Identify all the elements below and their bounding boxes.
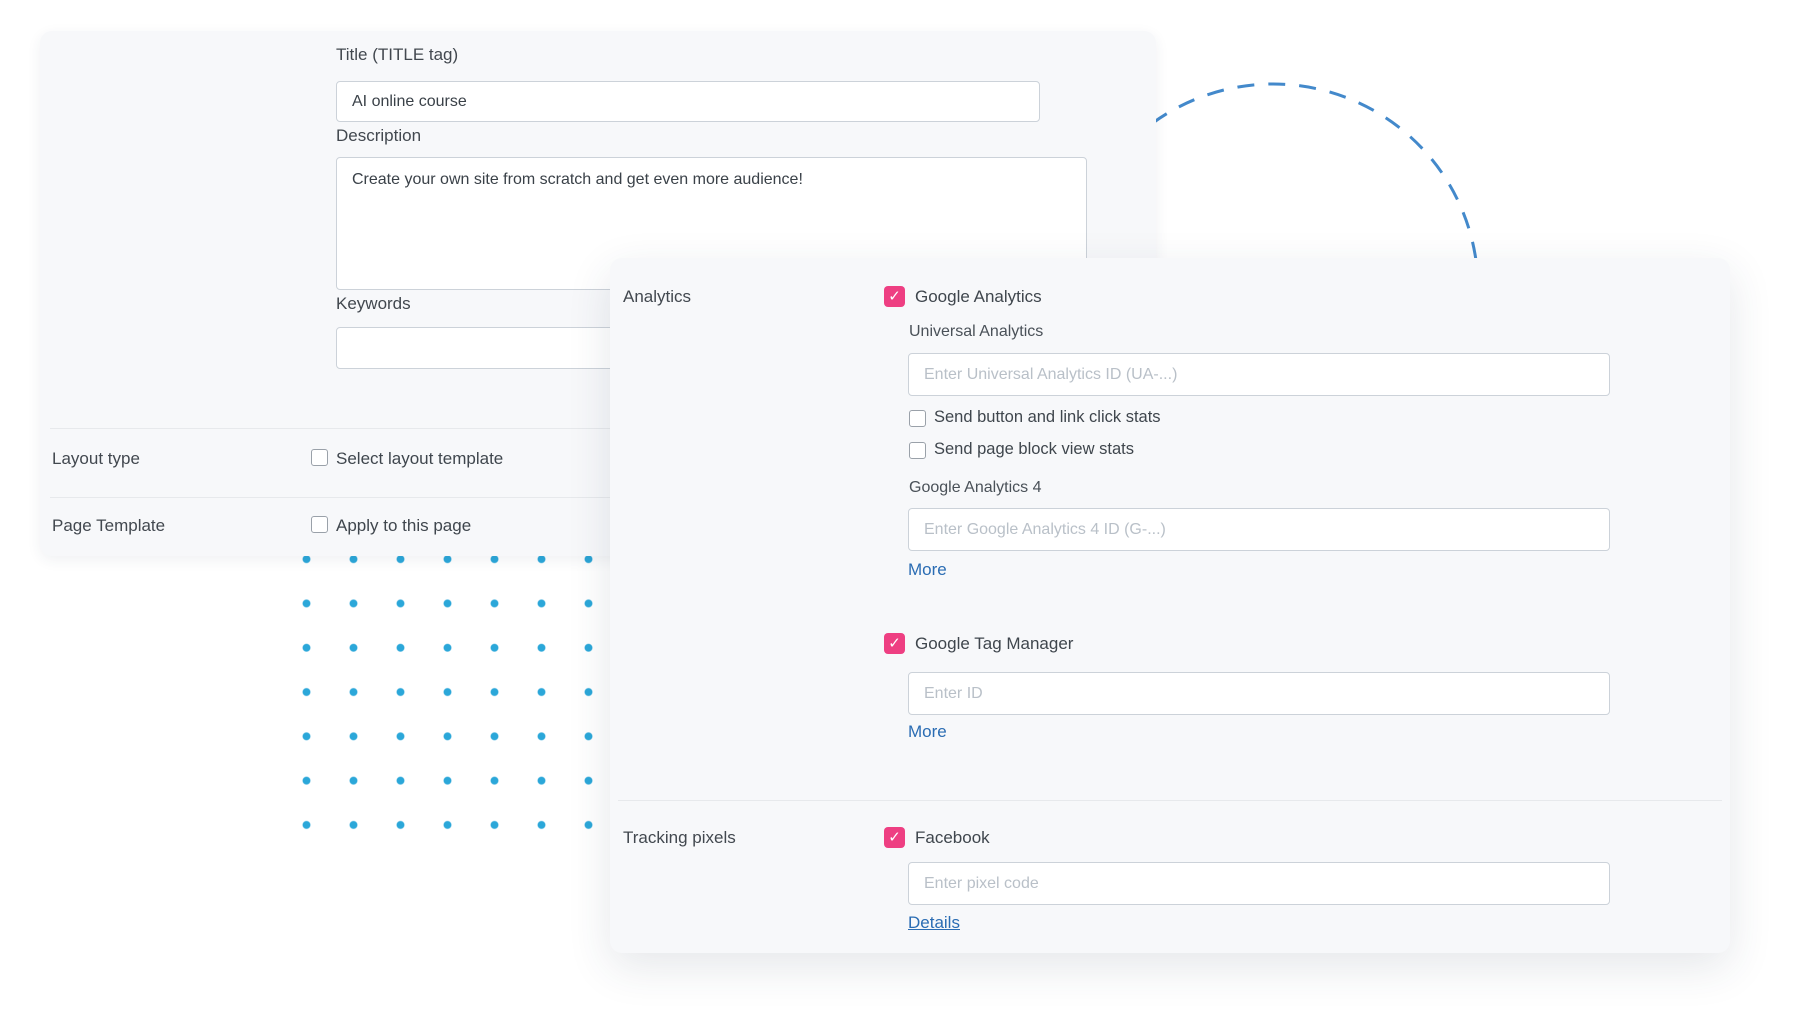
select-layout-template-checkbox[interactable] xyxy=(311,449,328,466)
send-button-click-stats-checkbox[interactable] xyxy=(909,410,926,427)
google-analytics-4-id-input[interactable] xyxy=(908,508,1610,551)
facebook-pixel-details-link[interactable]: Details xyxy=(908,913,960,932)
row-divider xyxy=(50,497,1156,498)
select-layout-template-label: Select layout template xyxy=(336,449,504,468)
analytics-settings-card: Analytics ✓ Google Analytics Universal A… xyxy=(610,258,1730,953)
facebook-pixel-code-input[interactable] xyxy=(908,862,1610,905)
description-label: Description xyxy=(336,126,422,145)
google-analytics-more-link[interactable]: More xyxy=(908,560,947,579)
checkmark-icon: ✓ xyxy=(888,288,901,305)
tag-manager-more-link[interactable]: More xyxy=(908,722,947,741)
facebook-pixel-checkbox[interactable]: ✓ xyxy=(884,827,905,848)
title-input[interactable] xyxy=(336,81,1040,122)
apply-to-this-page-label: Apply to this page xyxy=(336,516,472,535)
checkmark-icon: ✓ xyxy=(888,829,901,846)
tracking-pixels-section-label: Tracking pixels xyxy=(623,828,736,847)
send-page-block-view-stats-checkbox[interactable] xyxy=(909,442,926,459)
google-analytics-checkbox[interactable]: ✓ xyxy=(884,286,905,307)
title-tag-label: Title (TITLE tag) xyxy=(336,45,459,64)
google-analytics-label: Google Analytics xyxy=(915,287,1042,306)
tag-manager-id-input[interactable] xyxy=(908,672,1610,715)
universal-analytics-id-input[interactable] xyxy=(908,353,1610,396)
facebook-pixel-label: Facebook xyxy=(915,828,990,847)
google-tag-manager-label: Google Tag Manager xyxy=(915,634,1074,653)
row-divider xyxy=(50,428,1156,429)
checkmark-icon: ✓ xyxy=(888,635,901,652)
section-divider xyxy=(618,800,1722,801)
google-tag-manager-checkbox[interactable]: ✓ xyxy=(884,633,905,654)
universal-analytics-label: Universal Analytics xyxy=(909,323,1044,340)
send-page-block-view-stats-label: Send page block view stats xyxy=(934,440,1134,458)
layout-type-label: Layout type xyxy=(52,449,140,468)
page-template-label: Page Template xyxy=(52,516,166,535)
google-analytics-4-label: Google Analytics 4 xyxy=(909,479,1042,496)
keywords-label: Keywords xyxy=(336,294,411,313)
analytics-section-label: Analytics xyxy=(623,287,692,306)
send-button-click-stats-label: Send button and link click stats xyxy=(934,408,1161,426)
dot-grid-decoration xyxy=(283,537,612,848)
apply-to-this-page-checkbox[interactable] xyxy=(311,516,328,533)
